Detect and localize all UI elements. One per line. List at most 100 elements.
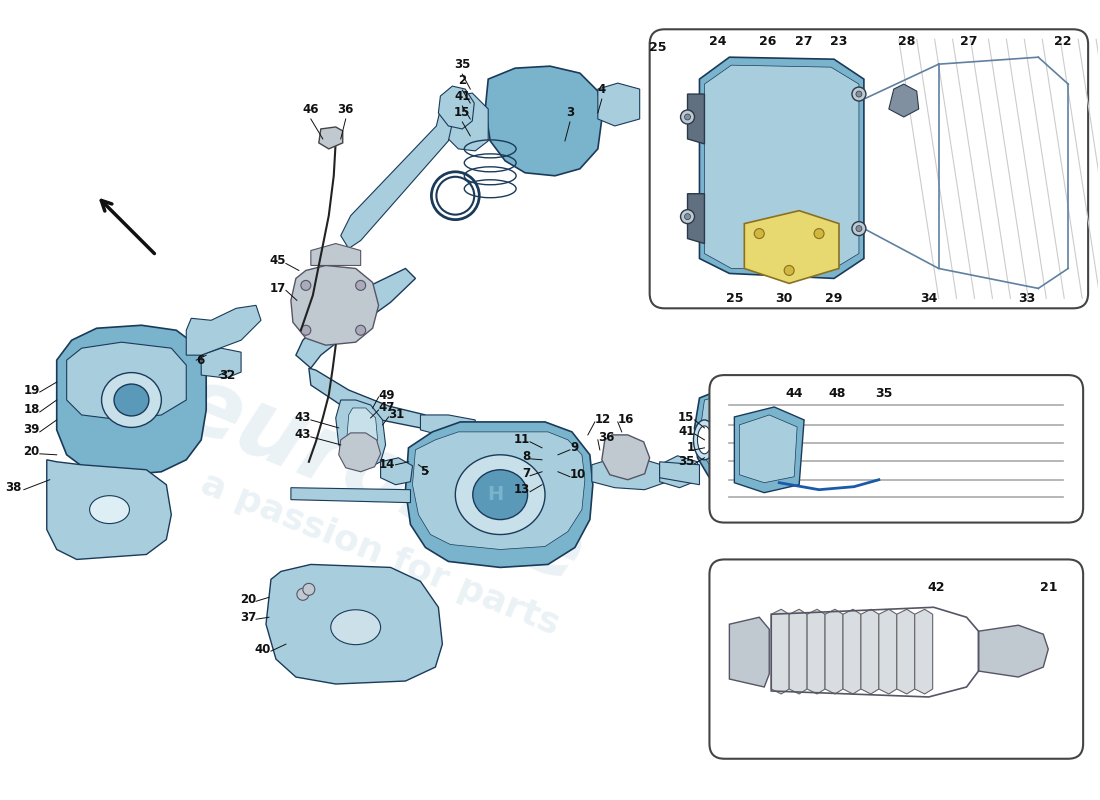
Polygon shape <box>341 109 452 249</box>
Polygon shape <box>660 456 700 488</box>
Text: eurospe: eurospe <box>164 356 597 603</box>
Polygon shape <box>701 392 802 482</box>
Circle shape <box>684 214 691 220</box>
Text: 17: 17 <box>270 282 286 295</box>
Text: 26: 26 <box>759 34 775 48</box>
Polygon shape <box>186 306 261 355</box>
Polygon shape <box>694 388 807 492</box>
Text: 36: 36 <box>597 431 614 444</box>
Ellipse shape <box>693 420 715 460</box>
Text: 35: 35 <box>876 386 892 399</box>
Text: 45: 45 <box>270 254 286 267</box>
Text: 13: 13 <box>514 483 530 496</box>
Circle shape <box>851 87 866 101</box>
Text: 23: 23 <box>830 34 848 48</box>
Text: 22: 22 <box>1055 34 1072 48</box>
Text: 7: 7 <box>521 467 530 480</box>
Polygon shape <box>406 422 593 567</box>
Text: 20: 20 <box>240 593 256 606</box>
Ellipse shape <box>114 384 148 416</box>
Text: 18: 18 <box>23 403 40 417</box>
Polygon shape <box>47 460 172 559</box>
FancyBboxPatch shape <box>710 559 1084 758</box>
Polygon shape <box>739 415 798 482</box>
Polygon shape <box>735 407 804 493</box>
Polygon shape <box>807 610 825 694</box>
Polygon shape <box>602 435 650 480</box>
Text: 35: 35 <box>678 455 694 468</box>
Text: 24: 24 <box>708 34 726 48</box>
Circle shape <box>681 210 694 224</box>
Text: 4: 4 <box>597 83 606 96</box>
Polygon shape <box>806 412 847 455</box>
Polygon shape <box>896 610 915 694</box>
Text: 27: 27 <box>960 34 977 48</box>
Text: 32: 32 <box>219 369 235 382</box>
Ellipse shape <box>331 610 381 645</box>
Circle shape <box>814 229 824 238</box>
Text: 40: 40 <box>254 642 271 656</box>
Circle shape <box>681 110 694 124</box>
Text: 46: 46 <box>302 103 319 116</box>
Polygon shape <box>311 243 361 266</box>
Polygon shape <box>57 326 206 474</box>
Text: 12: 12 <box>595 414 612 426</box>
FancyBboxPatch shape <box>710 375 1084 522</box>
Circle shape <box>851 222 866 235</box>
Polygon shape <box>381 458 412 485</box>
Text: 41: 41 <box>454 90 471 103</box>
Polygon shape <box>915 610 933 694</box>
Polygon shape <box>745 210 839 283</box>
Text: 21: 21 <box>1040 581 1057 594</box>
Text: 15: 15 <box>678 411 694 425</box>
Text: 37: 37 <box>240 610 256 624</box>
Polygon shape <box>336 400 386 468</box>
Text: 25: 25 <box>649 41 667 54</box>
Text: 41: 41 <box>678 426 694 438</box>
Polygon shape <box>825 610 843 694</box>
Polygon shape <box>290 266 378 345</box>
Circle shape <box>856 226 862 231</box>
Circle shape <box>684 114 691 120</box>
Ellipse shape <box>455 455 544 534</box>
Text: 43: 43 <box>295 411 311 425</box>
Polygon shape <box>290 488 410 502</box>
Text: 2: 2 <box>459 74 466 87</box>
Text: 11: 11 <box>514 434 530 446</box>
Polygon shape <box>346 408 377 452</box>
Text: 38: 38 <box>6 481 22 494</box>
Polygon shape <box>979 626 1048 677</box>
Text: 33: 33 <box>1018 292 1035 305</box>
Text: 39: 39 <box>23 423 40 436</box>
Ellipse shape <box>697 426 712 454</box>
Polygon shape <box>442 93 488 151</box>
Circle shape <box>355 281 365 290</box>
Text: 35: 35 <box>454 58 471 71</box>
Text: 27: 27 <box>795 34 813 48</box>
Text: 31: 31 <box>388 409 405 422</box>
Text: 29: 29 <box>825 292 843 305</box>
Polygon shape <box>439 86 474 129</box>
Polygon shape <box>688 194 704 243</box>
Text: 43: 43 <box>295 428 311 442</box>
Text: 20: 20 <box>23 446 40 458</box>
Polygon shape <box>889 84 918 117</box>
Text: 42: 42 <box>928 581 945 594</box>
Polygon shape <box>412 432 585 550</box>
Polygon shape <box>319 127 343 149</box>
Text: 10: 10 <box>570 468 586 482</box>
Text: 28: 28 <box>898 34 915 48</box>
Text: 36: 36 <box>338 103 354 116</box>
Polygon shape <box>843 610 861 694</box>
Text: 9: 9 <box>570 442 579 454</box>
Text: 47: 47 <box>378 402 395 414</box>
Text: 25: 25 <box>726 292 744 305</box>
Text: 30: 30 <box>776 292 793 305</box>
Ellipse shape <box>473 470 528 519</box>
Polygon shape <box>861 610 879 694</box>
Text: 16: 16 <box>618 414 634 426</box>
Polygon shape <box>771 610 789 694</box>
FancyBboxPatch shape <box>650 30 1088 308</box>
Polygon shape <box>296 269 416 368</box>
Polygon shape <box>266 565 442 684</box>
